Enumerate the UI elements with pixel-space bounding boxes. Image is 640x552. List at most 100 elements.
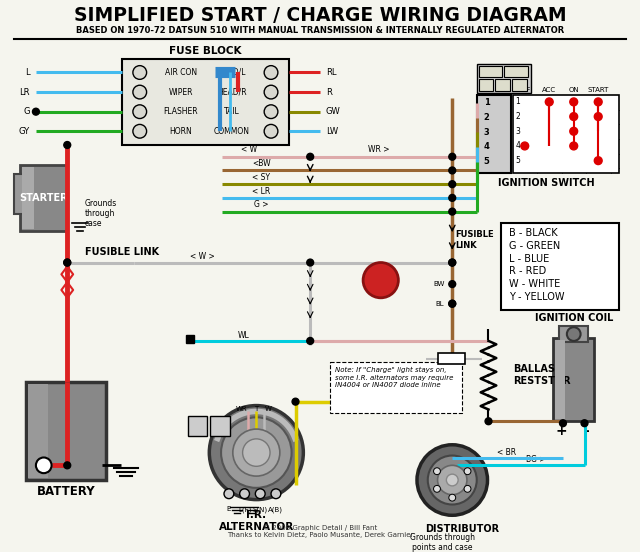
Circle shape [449,153,456,160]
Text: <BW: <BW [252,159,271,168]
Text: Grounds
through
case: Grounds through case [85,199,117,229]
Text: HEAD/R: HEAD/R [217,88,246,97]
Circle shape [449,300,456,307]
Text: L(F): L(F) [238,506,252,513]
Text: ON: ON [568,87,579,93]
Circle shape [307,337,314,344]
Circle shape [417,445,488,515]
Text: G: G [24,107,30,116]
Text: FLASHER: FLASHER [164,107,198,116]
Circle shape [307,259,314,266]
Text: TAIL: TAIL [224,107,240,116]
Circle shape [581,420,588,427]
Text: T: T [254,406,259,411]
Circle shape [446,474,458,486]
Bar [559,326,588,342]
Text: BY: BY [515,83,524,88]
Bar [28,384,47,478]
Circle shape [221,417,292,488]
Text: < SY: < SY [252,173,270,182]
Circle shape [33,108,39,115]
Text: R - RED: R - RED [509,267,547,277]
Bar [477,95,511,173]
Circle shape [449,300,456,307]
Text: HEAD/L: HEAD/L [218,68,246,77]
Text: IGNITION SWITCH: IGNITION SWITCH [499,178,595,188]
Text: 3: 3 [484,128,490,137]
Circle shape [570,128,578,135]
Circle shape [570,142,578,150]
Circle shape [595,113,602,120]
Circle shape [64,259,70,266]
Circle shape [433,485,440,492]
Bar [501,224,619,310]
Circle shape [363,263,398,298]
Text: G >: G > [254,200,268,209]
Circle shape [64,462,70,469]
Text: RL: RL [326,68,337,77]
Circle shape [449,167,456,174]
Text: © 2008 Graphic Detail / Bill Fant
Thanks to Kelvin Dietz, Paolo Musante, Derek G: © 2008 Graphic Detail / Bill Fant Thanks… [227,524,413,538]
Text: WR: WR [236,406,248,411]
Text: +: + [38,459,49,472]
Text: WR: WR [509,67,523,76]
Bar [14,174,24,214]
Text: Ψ
W
H: Ψ W H [217,418,223,434]
Bar [186,335,194,343]
Text: IGNITION COIL: IGNITION COIL [534,314,613,323]
Text: WR >: WR > [368,145,390,155]
Circle shape [64,141,70,148]
Text: COMMON: COMMON [214,127,250,136]
Circle shape [133,85,147,99]
Text: 5: 5 [484,157,490,166]
Circle shape [464,485,471,492]
Circle shape [595,157,602,164]
Text: 1: 1 [515,97,520,107]
Bar [438,353,465,364]
Text: FUSIBLE LINK: FUSIBLE LINK [85,247,159,257]
Circle shape [449,259,456,266]
Text: WIPER: WIPER [169,88,193,97]
Text: BW: BW [497,83,508,88]
Circle shape [449,280,456,288]
Circle shape [133,124,147,138]
Text: LW: LW [326,127,338,136]
Circle shape [243,439,270,466]
Circle shape [595,98,602,106]
Circle shape [239,489,250,498]
Bar [26,382,106,480]
Circle shape [449,208,456,215]
Circle shape [485,418,492,424]
Circle shape [570,113,578,120]
Circle shape [521,142,529,150]
Circle shape [428,455,477,505]
Circle shape [449,494,456,501]
Circle shape [433,468,440,475]
Bar [479,66,502,77]
Text: W - WHITE: W - WHITE [509,279,561,289]
Text: A(B): A(B) [268,506,284,513]
Text: 2: 2 [484,113,490,122]
Text: I.R.
ALTERNATOR: I.R. ALTERNATOR [219,511,294,532]
Circle shape [209,406,303,500]
Text: OFF: OFF [518,87,531,93]
Text: L - BLUE: L - BLUE [509,253,549,264]
Text: 4: 4 [484,142,490,151]
Bar [211,416,230,436]
Bar [479,79,493,91]
Circle shape [264,124,278,138]
Text: BL: BL [481,83,490,88]
Text: 2: 2 [515,112,520,121]
Bar [477,63,531,93]
Text: B - BLACK: B - BLACK [509,228,557,238]
Text: 4: 4 [515,141,520,151]
Text: R: R [326,88,332,97]
Circle shape [307,153,314,160]
Circle shape [224,489,234,498]
Text: 3: 3 [515,127,520,136]
Text: E: E [227,506,231,512]
Text: ACC: ACC [542,87,556,93]
Bar [513,95,619,173]
Circle shape [36,458,52,473]
Circle shape [567,327,580,341]
